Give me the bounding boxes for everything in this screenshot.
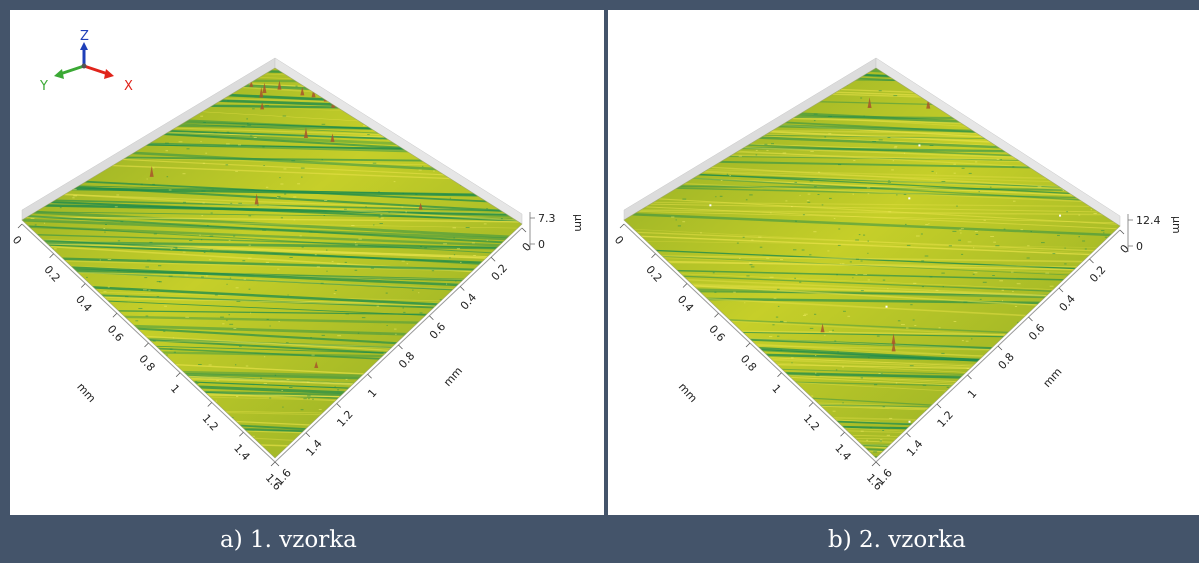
right-axis-tick-label: 0.8 (396, 349, 417, 371)
z-max-label: 12.4 (1136, 214, 1161, 227)
left-axis-tick-label: 0.6 (105, 323, 126, 345)
left-axis-tick-label: 0.8 (136, 352, 157, 374)
right-axis-tick-label: 0.2 (489, 262, 510, 284)
left-axis-tick-label: 0.2 (643, 263, 664, 285)
surface-plot-a: 00.20.40.60.811.21.41.600.20.40.60.811.2… (10, 29, 585, 493)
orientation-triad-icon (54, 42, 114, 79)
right-axis-tick-label: 0 (520, 240, 534, 254)
left-axis-tick-label: 1.4 (832, 442, 853, 464)
left-axis-tick-label: 0.4 (73, 293, 94, 315)
surface-topography (624, 68, 1120, 458)
caption-bar: a) 1. vzorka b) 2. vzorka (0, 515, 1199, 563)
right-axis-unit: mm (441, 364, 465, 389)
right-axis-tick-label: 0.4 (1057, 292, 1078, 314)
surface-plot-b: 00.20.40.60.811.21.41.600.20.40.60.811.2… (612, 57, 1183, 493)
left-axis-tick-label: 0.6 (706, 323, 727, 345)
left-axis-tick-label: 1.4 (231, 442, 252, 464)
right-axis-tick-label: 0.4 (458, 291, 479, 313)
z-min-label: 0 (538, 238, 545, 251)
z-unit-label: µm (572, 214, 585, 232)
right-axis-unit: mm (1041, 365, 1065, 390)
surface-topography (22, 68, 522, 458)
right-axis-tick-label: 1.4 (904, 437, 925, 459)
left-axis-tick-label: 0.4 (675, 293, 696, 315)
left-axis-tick-label: 0 (612, 233, 626, 247)
caption-a: a) 1. vzorka (220, 527, 357, 553)
z-min-label: 0 (1136, 240, 1143, 253)
surface-plot-panel-a: 0 0.2 0.4 0.6 0.8 1 1.2 1.4 1.6 0 0.2 0.4 0.6 0.8 1 1.2… (10, 10, 604, 515)
right-axis-tick-label: 0.2 (1087, 263, 1108, 285)
left-axis-tick-label: 1 (168, 382, 182, 396)
left-axis-tick-label: 1.2 (200, 412, 221, 434)
left-axis-tick-label: 0.8 (738, 352, 759, 374)
caption-b: b) 2. vzorka (828, 527, 966, 553)
left-axis-tick-label: 0.2 (41, 263, 62, 285)
left-axis-tick-label: 1.2 (801, 412, 822, 434)
right-axis-tick-label: 1 (365, 386, 379, 400)
left-axis-unit: mm (74, 380, 98, 405)
right-axis-tick-label: 0.8 (996, 350, 1017, 372)
right-axis-tick-label: 1.4 (303, 437, 324, 459)
triad-label-y: Y (39, 79, 48, 94)
right-axis-tick-label: 0.6 (1026, 321, 1047, 343)
surface-plot-panel-b: 0 0.2 0.4 0.6 0.8 1 1.2 1.4 1.6 0 0.2 0.4 0.6 0.8 1 1.2… (608, 10, 1199, 515)
z-max-label: 7.3 (538, 212, 556, 225)
z-unit-label: µm (1170, 216, 1183, 234)
right-axis-tick-label: 1.2 (935, 408, 956, 430)
triad-label-x: X (124, 79, 133, 94)
left-axis-tick-label: 1 (769, 382, 783, 396)
left-axis-tick-label: 0 (10, 233, 24, 247)
triad-label-z: Z (80, 29, 89, 44)
right-axis-tick-label: 1 (965, 387, 979, 401)
left-axis-unit: mm (676, 380, 700, 405)
right-axis-tick-label: 0.6 (427, 320, 448, 342)
right-axis-tick-label: 0 (1118, 242, 1132, 256)
right-axis-tick-label: 1.2 (334, 408, 355, 430)
